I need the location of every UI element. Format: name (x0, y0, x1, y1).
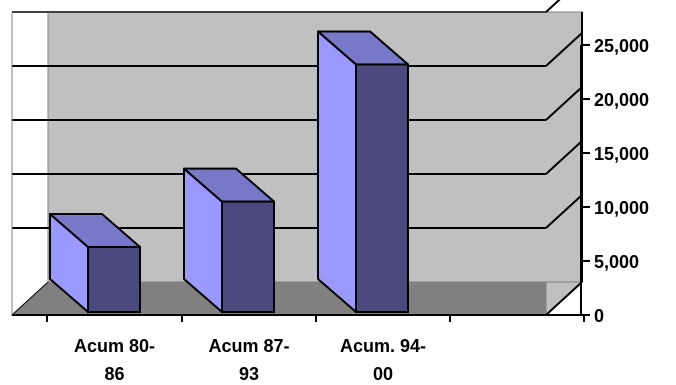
gridline-side (545, 0, 561, 13)
y-tick-label: 0 (594, 306, 604, 326)
y-tick-label: 15,000 (594, 144, 649, 164)
y-tick-label: 5,000 (594, 252, 639, 272)
x-category-label: 93 (239, 364, 259, 384)
gridlines (12, 0, 583, 229)
bars (49, 30, 409, 314)
bar-front-face (355, 63, 409, 313)
y-tick-label: 10,000 (594, 198, 649, 218)
x-category-label: 00 (373, 364, 393, 384)
x-axis: Acum 80- 86 Acum 87- 93 Acum. 94- 00 (12, 314, 585, 384)
gridline-side (545, 86, 583, 121)
gridline-side (545, 194, 583, 229)
x-category-label: Acum 80- (74, 336, 155, 356)
y-axis: 0 5,000 10,000 15,000 20,000 25,000 (545, 12, 649, 326)
bar (49, 212, 141, 314)
y-axis-floor-edge (545, 281, 583, 316)
gridline-side (545, 32, 583, 67)
x-category-label: Acum. 94- (340, 336, 426, 356)
y-tick-label: 25,000 (594, 36, 649, 56)
bar-side-face (317, 30, 357, 313)
y-tick-label: 20,000 (594, 90, 649, 110)
gridline-side (545, 140, 583, 175)
bar (317, 30, 409, 313)
x-category-label: Acum 87- (208, 336, 289, 356)
bar-front-face (87, 245, 141, 314)
x-category-label: 86 (104, 364, 124, 384)
bar-front-face (221, 200, 275, 314)
bar (183, 167, 275, 314)
